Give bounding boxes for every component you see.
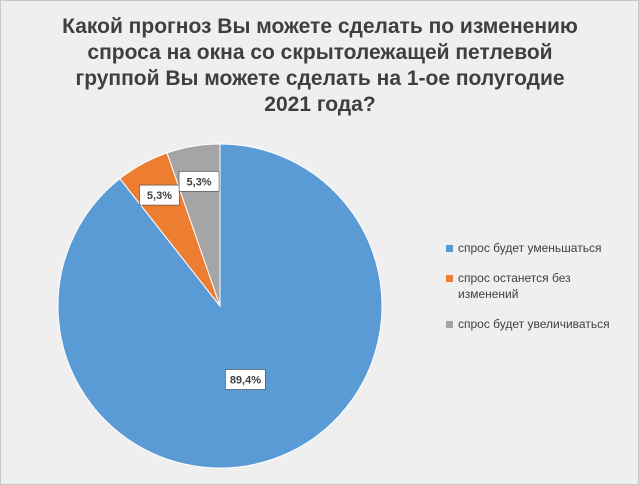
legend: спрос будет уменьшаться спрос останется … bbox=[446, 240, 632, 346]
data-label: 89,4% bbox=[230, 374, 261, 386]
legend-label: спрос будет увеличиваться bbox=[458, 317, 610, 331]
data-label: 5,3% bbox=[187, 176, 212, 188]
data-label: 5,3% bbox=[147, 190, 172, 202]
legend-swatch bbox=[446, 245, 453, 252]
legend-item: спрос будет увеличиваться bbox=[446, 316, 632, 332]
data-label-box bbox=[178, 171, 220, 192]
legend-swatch bbox=[446, 275, 453, 282]
data-label-box bbox=[139, 184, 180, 206]
legend-label: спрос останется без изменений bbox=[458, 271, 571, 301]
legend-swatch bbox=[446, 321, 453, 328]
legend-label: спрос будет уменьшаться bbox=[458, 241, 602, 255]
legend-item: спрос будет уменьшаться bbox=[446, 240, 632, 256]
chart-title: Какой прогноз Вы можете сделать по измен… bbox=[62, 15, 578, 116]
legend-item: спрос останется без изменений bbox=[446, 270, 632, 302]
data-label-box bbox=[225, 369, 266, 390]
